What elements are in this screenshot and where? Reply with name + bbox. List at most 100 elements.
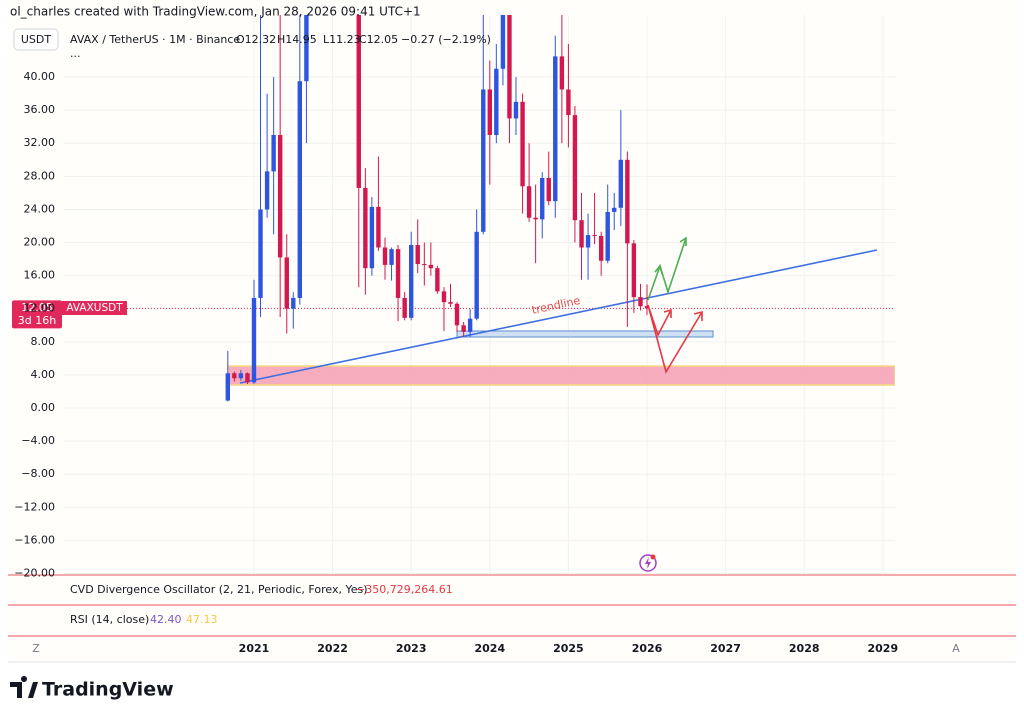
y-tick-label: 28.00 — [24, 169, 56, 182]
candle-body — [363, 187, 368, 269]
candle-body — [520, 101, 525, 187]
change: −0.27 (−2.19%) — [401, 33, 491, 46]
candle-body — [540, 177, 545, 220]
y-tick-label: −8.00 — [21, 467, 55, 480]
credit: ol_charles created with TradingView.com,… — [10, 5, 421, 19]
x-tick-label: 2025 — [553, 642, 584, 655]
arrowhead — [679, 236, 687, 246]
candle-body — [461, 325, 466, 332]
candle-body — [264, 171, 270, 210]
candle-body — [422, 264, 427, 266]
candle-body — [605, 211, 610, 261]
candle-body — [631, 243, 637, 298]
candle-body — [644, 306, 650, 309]
bear-arrow — [647, 304, 703, 375]
cvd-value: −350,729,264.61 — [356, 583, 453, 596]
x-tick-label: 2026 — [632, 642, 663, 655]
y-tick-label: 20.00 — [24, 236, 56, 249]
candle-body — [395, 249, 401, 298]
y-tick-label: −4.00 — [21, 434, 55, 447]
y-tick-label: 40.00 — [24, 70, 56, 83]
candle-body — [494, 68, 499, 135]
candle-body — [251, 297, 257, 383]
candle-body — [612, 207, 617, 212]
candle-body — [566, 89, 571, 116]
rsi-value: 42.40 — [150, 613, 182, 626]
candle-body — [553, 56, 558, 202]
candle-body — [435, 268, 440, 292]
ohlc-high: H14.95 — [277, 33, 317, 46]
candle-body — [428, 264, 434, 269]
rsi-name: RSI (14, close) — [70, 613, 149, 626]
x-tick-label: 2021 — [239, 642, 270, 655]
symbol: AVAX / TetherUS · 1M · Binance — [70, 33, 240, 46]
currency-button[interactable] — [13, 28, 59, 51]
arrowhead — [693, 310, 703, 321]
last-price: 12.05 — [21, 301, 53, 314]
x-tick-label: 2028 — [789, 642, 820, 655]
demand-zone — [227, 365, 895, 386]
candle-body — [579, 220, 584, 248]
candle-body — [638, 297, 643, 307]
ohlc-open: O12.32 — [236, 33, 276, 46]
candle-body — [559, 56, 565, 90]
candle-body — [232, 373, 237, 379]
candle-body — [467, 318, 473, 332]
bull-arrow — [647, 237, 687, 301]
candle-body — [448, 302, 453, 304]
candle-body — [526, 186, 532, 218]
candle-body — [481, 89, 486, 232]
candle-body — [356, 15, 361, 188]
y-tick-label: 4.00 — [31, 368, 56, 381]
trendline — [239, 249, 878, 384]
candle-body — [513, 101, 519, 119]
candles — [225, 15, 650, 402]
y-tick-label: 24.00 — [24, 202, 56, 215]
candle-body — [225, 373, 231, 401]
y-tick-label: −12.00 — [14, 500, 55, 513]
candle-body — [592, 235, 597, 237]
y-tick-label: 16.00 — [24, 269, 56, 282]
candle-body — [369, 206, 375, 269]
brand-logo — [10, 675, 38, 698]
countdown: 3d 16h — [18, 314, 56, 327]
auto-button[interactable]: A — [952, 642, 960, 655]
candle-body — [297, 81, 303, 298]
candle-body — [238, 373, 244, 379]
cvd-name: CVD Divergence Oscillator (2, 21, Period… — [70, 583, 368, 596]
candle-body — [402, 297, 407, 318]
y-tick-label: −16.00 — [14, 533, 55, 546]
candle-body — [271, 134, 276, 172]
x-tick-label: 2022 — [317, 642, 348, 655]
rsi-ma: 47.13 — [186, 613, 218, 626]
reset-button[interactable]: Z — [32, 642, 40, 655]
x-tick-label: 2027 — [710, 642, 741, 655]
support-box — [456, 330, 714, 338]
ticker: AVAXUSDT — [66, 302, 123, 314]
candle-body — [245, 373, 250, 383]
price-label-box — [12, 300, 62, 329]
candle-body — [277, 134, 283, 258]
candle-body — [376, 206, 381, 248]
candle-body — [487, 89, 492, 135]
candle-body — [441, 291, 447, 303]
y-tick-label: 12.00 — [24, 302, 56, 315]
more[interactable]: ... — [70, 47, 81, 60]
arrowhead — [663, 308, 672, 318]
candle-body — [304, 15, 309, 82]
arrowhead — [654, 264, 663, 275]
candle-body — [389, 249, 394, 265]
y-tick-label: 32.00 — [24, 136, 56, 149]
event-icon[interactable] — [639, 554, 657, 572]
y-tick-label: −20.00 — [14, 567, 55, 580]
currency-label[interactable]: USDT — [21, 33, 52, 46]
candle-body — [284, 257, 289, 309]
candle-body — [598, 235, 604, 261]
candle-body — [408, 245, 414, 318]
candle-body — [546, 177, 551, 202]
y-tick-label: 36.00 — [24, 103, 56, 116]
candle-body — [454, 303, 460, 326]
candle-body — [474, 231, 479, 319]
candle-body — [500, 15, 506, 69]
